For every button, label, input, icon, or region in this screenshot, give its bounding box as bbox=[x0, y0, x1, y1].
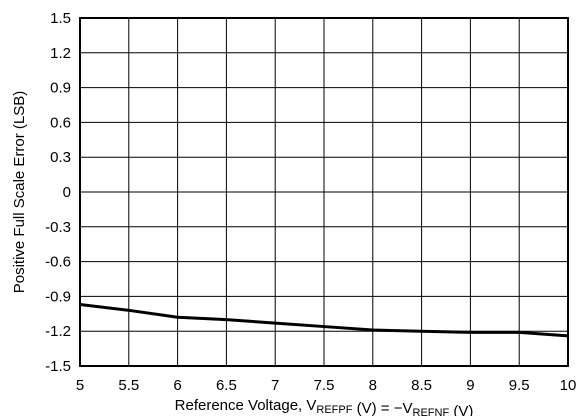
y-tick-label: 0.6 bbox=[50, 114, 71, 131]
x-axis-label-part: Reference Voltage, V bbox=[175, 397, 317, 414]
y-axis-label: Positive Full Scale Error (LSB) bbox=[11, 91, 28, 294]
y-tick-label: 0 bbox=[63, 184, 71, 201]
y-tick-label: -1.2 bbox=[45, 323, 71, 340]
x-tick-label: 8 bbox=[369, 377, 377, 394]
x-tick-labels: 5 5.5 6 6.5 7 7.5 8 8.5 9 9.5 10 bbox=[76, 377, 577, 394]
x-tick-label: 6 bbox=[173, 377, 181, 394]
series-line bbox=[79, 303, 569, 338]
y-tick-label: 0.9 bbox=[50, 80, 71, 97]
x-axis-label-part: (V) = −V bbox=[352, 400, 412, 416]
x-tick-label: 7 bbox=[271, 377, 279, 394]
x-tick-label: 8.5 bbox=[411, 377, 432, 394]
y-tick-label: -1.5 bbox=[45, 358, 71, 375]
x-tick-label: 5.5 bbox=[118, 377, 139, 394]
y-tick-label: -0.6 bbox=[45, 254, 71, 271]
x-tick-label: 5 bbox=[76, 377, 84, 394]
x-tick-label: 7.5 bbox=[314, 377, 335, 394]
x-axis-label: Reference Voltage, VREFPF (V) = −VREFNF … bbox=[175, 397, 474, 416]
x-axis-label-part: (V) bbox=[449, 403, 473, 416]
x-axis-label-subscript: REFNF bbox=[413, 407, 450, 416]
x-tick-label: 10 bbox=[560, 377, 577, 394]
y-tick-labels: 1.5 1.2 0.9 0.6 0.3 0 -0.3 -0.6 -0.9 -1.2 -1.5 bbox=[45, 10, 71, 375]
x-tick-label: 9 bbox=[466, 377, 474, 394]
y-tick-label: 0.3 bbox=[50, 149, 71, 166]
x-tick-label: 6.5 bbox=[216, 377, 237, 394]
plot-frame bbox=[79, 17, 569, 367]
x-axis-label-subscript: REFPF bbox=[316, 404, 352, 416]
y-tick-label: -0.3 bbox=[45, 219, 71, 236]
y-tick-label: -0.9 bbox=[45, 288, 71, 305]
x-tick-label: 9.5 bbox=[509, 377, 530, 394]
y-tick-label: 1.5 bbox=[50, 10, 71, 27]
y-tick-label: 1.2 bbox=[50, 45, 71, 62]
series-lines bbox=[79, 303, 569, 338]
